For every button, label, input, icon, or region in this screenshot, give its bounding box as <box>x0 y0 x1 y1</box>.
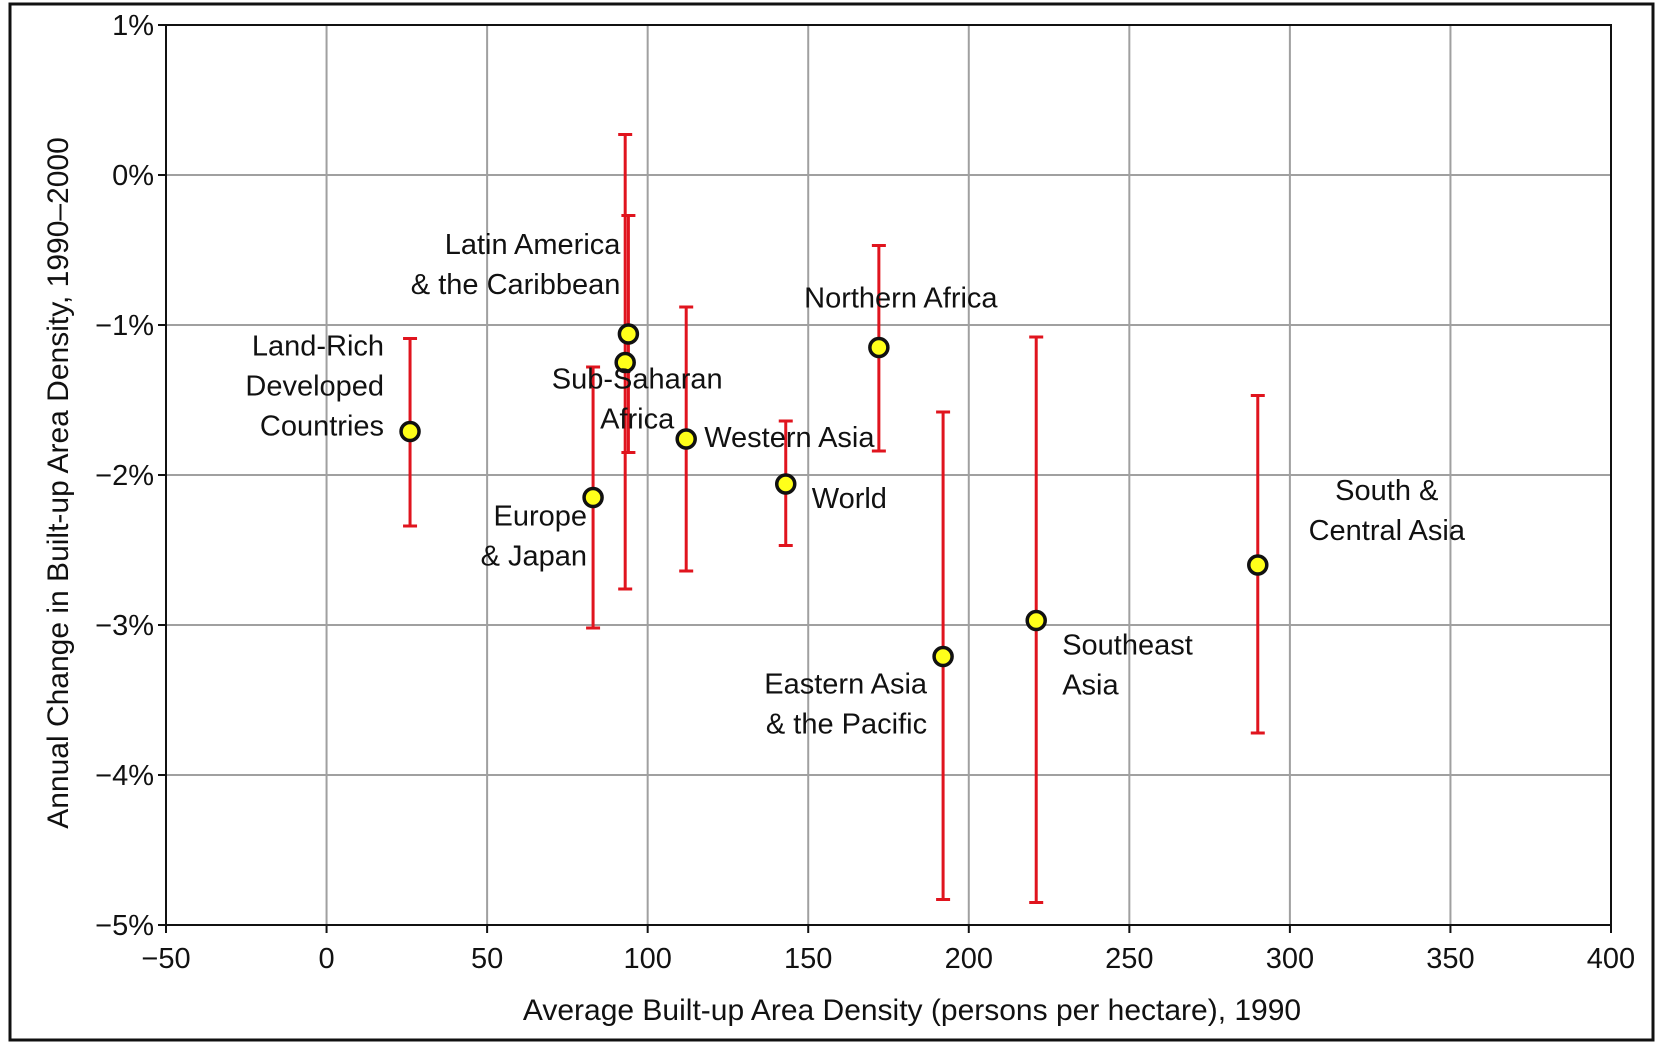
x-tick-label: 400 <box>1587 943 1635 975</box>
x-axis-title: Average Built-up Area Density (persons p… <box>523 994 1301 1027</box>
x-tick-label: 200 <box>945 943 993 975</box>
point-label-line: Sub-Saharan <box>552 364 723 396</box>
y-tick-label: −1% <box>95 310 154 342</box>
plot-frame <box>165 24 1612 926</box>
y-axis-ticks: 1% 0% −1% −2% −3% −4% −5% <box>95 10 166 942</box>
point-label: Eastern Asia & the Pacific <box>764 669 928 741</box>
point-label-line: Land-Rich <box>252 331 384 363</box>
point-label-line: Developed <box>245 371 384 403</box>
data-point <box>399 420 421 443</box>
point-label: World <box>812 483 887 515</box>
x-tick-label: 150 <box>784 943 832 975</box>
point-label: Land-Rich Developed Countries <box>245 331 384 443</box>
point-label-line: Central Asia <box>1309 515 1466 547</box>
point-label-line: Western Asia <box>704 422 875 454</box>
y-tick-label: −3% <box>95 610 154 642</box>
y-tick-label: 0% <box>112 160 154 192</box>
x-tick-label: 350 <box>1426 943 1474 975</box>
data-point <box>868 336 890 359</box>
point-label-line: & Japan <box>481 541 587 573</box>
y-tick-label: −4% <box>95 760 154 792</box>
point-label-line: Europe <box>494 501 588 533</box>
point-label-line: & the Caribbean <box>411 269 621 301</box>
point-label-line: Countries <box>260 411 384 443</box>
point-label: Southeast Asia <box>1062 630 1193 702</box>
y-axis-title: Annual Change in Built-up Area Density, … <box>42 137 75 829</box>
point-label-line: Northern Africa <box>804 283 998 315</box>
x-tick-label: 0 <box>318 943 334 975</box>
x-tick-label: 250 <box>1105 943 1153 975</box>
point-label: Northern Africa <box>804 283 998 315</box>
point-label: Sub-Saharan Africa <box>552 364 723 436</box>
data-point <box>614 351 636 374</box>
data-point <box>1025 609 1047 632</box>
point-label: Western Asia <box>704 422 875 454</box>
x-tick-label: 100 <box>623 943 671 975</box>
data-point <box>675 428 697 450</box>
data-point <box>774 473 797 495</box>
point-label: South & Central Asia <box>1309 475 1466 547</box>
point-label-line: Latin America <box>445 229 622 261</box>
point-label-line: Africa <box>600 404 675 436</box>
x-tick-label: 50 <box>471 943 503 975</box>
data-point <box>932 645 954 668</box>
point-label-line: & the Pacific <box>766 709 927 741</box>
point-labels: Land-Rich Developed Countries Europe & Japan… <box>245 229 1465 741</box>
y-tick-label: −5% <box>95 910 154 942</box>
point-label-line: Southeast <box>1062 630 1193 662</box>
y-tick-label: −2% <box>95 460 154 492</box>
data-point <box>582 486 604 509</box>
data-points <box>399 323 1269 668</box>
point-label-line: Asia <box>1062 670 1119 702</box>
x-tick-label: 300 <box>1266 943 1314 975</box>
y-tick-label: 1% <box>112 10 154 42</box>
outer-frame <box>8 2 1655 1042</box>
data-point <box>1247 554 1269 576</box>
data-point <box>617 323 640 345</box>
point-label-line: Eastern Asia <box>764 669 928 701</box>
point-label-line: World <box>812 483 887 515</box>
point-label: Latin America & the Caribbean <box>411 229 621 301</box>
point-label: Europe & Japan <box>481 501 587 573</box>
x-axis-ticks: −50 0 50 100 150 200 250 300 350 400 <box>141 925 1635 975</box>
x-tick-label: −50 <box>141 943 190 975</box>
point-label-line: South & <box>1335 475 1438 507</box>
